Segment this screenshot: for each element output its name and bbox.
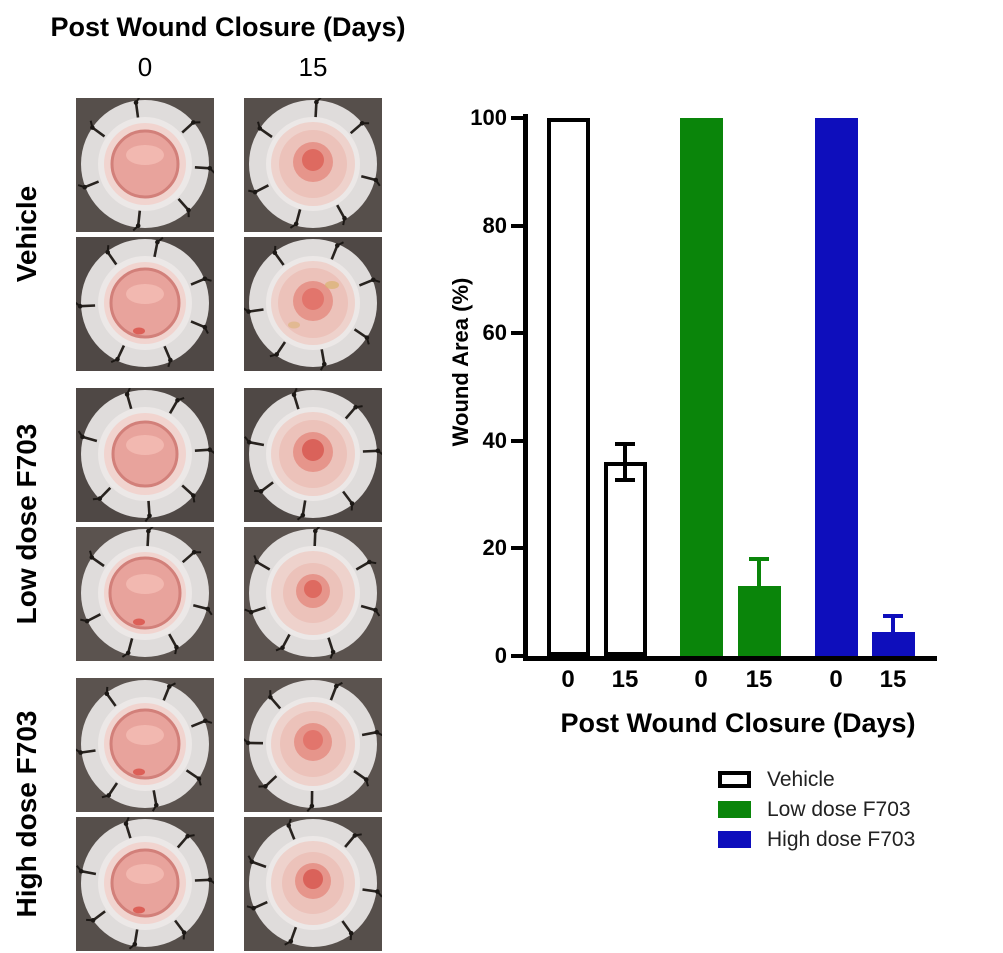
- bar-vehicle-day15: [603, 462, 647, 656]
- legend-label: Vehicle: [767, 768, 835, 791]
- wound-photo: [244, 817, 382, 951]
- y-tick-mark: [511, 116, 523, 120]
- x-tick-label: 15: [879, 666, 907, 693]
- y-axis-line: [523, 114, 528, 661]
- photo-panel-title: Post Wound Closure (Days): [50, 12, 406, 42]
- day-column-header-15: 15: [298, 52, 328, 82]
- legend: Vehicle Low dose F703 High dose F703: [718, 768, 916, 861]
- y-tick-label: 0: [494, 643, 507, 668]
- wound-photo: [244, 388, 382, 522]
- error-bar-high-dose-f703-day15: [891, 614, 895, 639]
- legend-label: High dose F703: [767, 828, 916, 851]
- y-tick-label: 100: [470, 105, 507, 130]
- x-axis-title: Post Wound Closure (Days): [560, 708, 916, 738]
- y-tick-label: 20: [482, 535, 507, 561]
- legend-swatch-vehicle: [718, 771, 751, 788]
- wound-photo: [76, 237, 214, 371]
- wound-photo: [76, 388, 214, 522]
- wound-photo: [76, 678, 214, 812]
- bar-high-dose-f703-day15: [871, 632, 915, 656]
- error-bar-cap: [749, 557, 769, 561]
- error-bar-vehicle-day15: [623, 442, 627, 483]
- group-label-high-dose: High dose F703: [11, 710, 42, 918]
- wound-photo: [244, 98, 382, 232]
- day-column-header-0: 0: [137, 52, 153, 82]
- y-tick-label: 80: [482, 212, 507, 238]
- group-label-vehicle: Vehicle: [11, 185, 42, 283]
- wound-photo: [76, 817, 214, 951]
- error-bar-low-dose-f703-day15: [757, 557, 761, 593]
- bar-low-dose-f703-day0: [679, 118, 723, 656]
- error-bar-cap: [615, 442, 635, 447]
- bar-low-dose-f703-day15: [737, 586, 781, 656]
- y-tick-mark: [511, 438, 523, 443]
- y-axis-title: Wound Area (%): [448, 277, 473, 447]
- wound-photo: [244, 237, 382, 371]
- y-tick-label: 40: [482, 427, 507, 453]
- x-tick-label: 0: [694, 666, 708, 693]
- y-tick-mark: [511, 223, 523, 228]
- bar-vehicle-day0: [546, 118, 590, 656]
- wound-photo: [244, 527, 382, 661]
- x-tick-label: 15: [745, 666, 773, 693]
- x-axis-line: [523, 656, 937, 661]
- bar-high-dose-f703-day0: [814, 118, 858, 656]
- group-label-low-dose: Low dose F703: [11, 423, 42, 625]
- wound-photo: [76, 527, 214, 661]
- y-tick-label: 60: [482, 320, 507, 346]
- legend-swatch-high-dose: [718, 831, 751, 848]
- error-bar-cap: [615, 478, 635, 483]
- x-tick-label: 15: [611, 666, 639, 693]
- legend-item-low-dose: Low dose F703: [718, 798, 915, 821]
- y-tick-mark: [511, 654, 523, 658]
- y-tick-mark: [511, 546, 523, 551]
- x-tick-label: 0: [829, 666, 843, 693]
- y-tick-mark: [511, 331, 523, 336]
- wound-photo: [244, 678, 382, 812]
- legend-label: Low dose F703: [767, 798, 911, 821]
- wound-photo: [76, 98, 214, 232]
- legend-swatch-low-dose: [718, 801, 751, 818]
- error-bar-cap: [883, 614, 903, 619]
- x-tick-label: 0: [561, 666, 575, 693]
- legend-item-vehicle: Vehicle: [718, 768, 915, 791]
- legend-item-high-dose: High dose F703: [718, 828, 916, 851]
